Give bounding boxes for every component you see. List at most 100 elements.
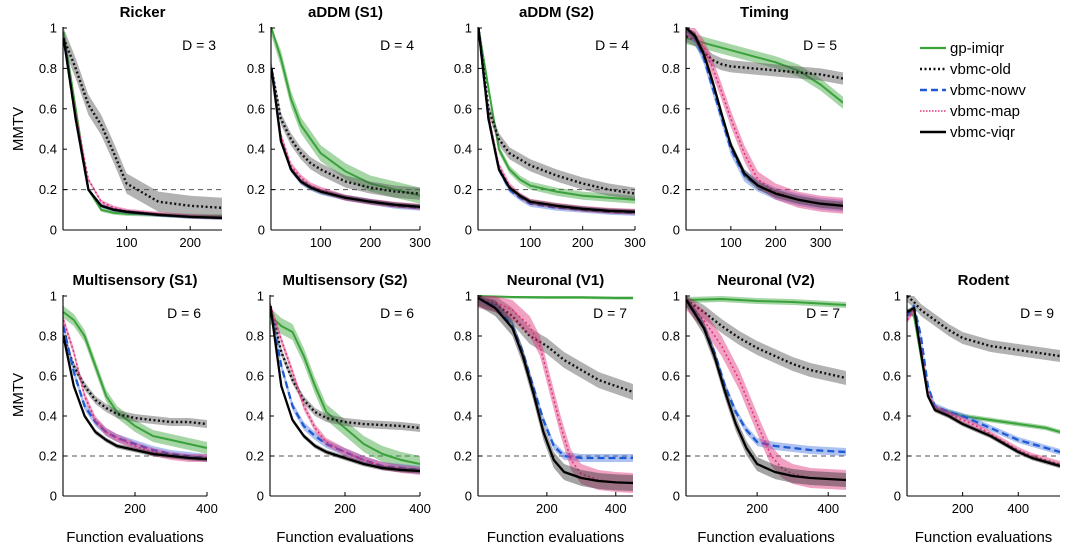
- chart-panel: Neuronal (V2) D = 7 0 0.2 0.4 0.6 0.8 1 200 400 Fu…: [662, 272, 846, 546]
- legend-label-vbmc-nowv: vbmc-nowv: [950, 82, 1026, 99]
- y-tick-label: 0.4: [39, 409, 57, 424]
- y-tick-label: 0: [50, 489, 57, 504]
- y-tick-label: 0.4: [454, 409, 472, 424]
- y-tick-label: 0: [465, 489, 472, 504]
- y-tick-label: 0.6: [246, 369, 264, 384]
- y-tick-label: 0.2: [454, 182, 472, 197]
- band-gp-imiqr: [686, 32, 843, 109]
- band-vbmc-map: [686, 28, 843, 214]
- dimension-label: D = 6: [167, 305, 201, 321]
- y-tick-label: 0.4: [454, 142, 472, 157]
- x-tick-label: 400: [605, 501, 627, 516]
- y-tick-label: 0.8: [662, 329, 680, 344]
- y-tick-label: 1: [673, 21, 680, 36]
- series-group: [63, 28, 222, 220]
- y-tick-label: 0.6: [39, 369, 57, 384]
- series-line-vbmc-old: [478, 296, 633, 394]
- series-group: [907, 295, 1060, 469]
- y-tick-label: 0.6: [39, 101, 57, 116]
- y-tick-label: 1: [50, 21, 57, 36]
- series-line-vbmc-nowv: [478, 296, 633, 460]
- x-tick-label: 200: [179, 235, 201, 250]
- panel-title: Neuronal (V2): [717, 272, 815, 289]
- band-vbmc-old: [907, 296, 1060, 362]
- chart-panel: Multisensory (S1) D = 6 0 0.2 0.4 0.6 0.8 1 200 4…: [39, 272, 218, 546]
- x-tick-label: 200: [124, 501, 146, 516]
- band-vbmc-old: [686, 296, 846, 385]
- legend-entry-vbmc-nowv: vbmc-nowv: [920, 82, 1026, 99]
- x-tick-label: 200: [952, 501, 974, 516]
- chart-panel: Rodent D = 9 0 0.2 0.4 0.6 0.8 1 200 400 Function …: [883, 272, 1060, 546]
- y-tick-label: 0.2: [39, 182, 57, 197]
- y-tick-label: 0.8: [39, 61, 57, 76]
- ylabel-row2: MMTV: [10, 373, 27, 417]
- y-tick-label: 0.4: [246, 409, 264, 424]
- y-tick-label: 0: [673, 223, 680, 238]
- y-tick-label: 0.8: [662, 61, 680, 76]
- series-line-vbmc-viqr: [686, 27, 843, 207]
- x-axis-label: Function evaluations: [66, 529, 204, 546]
- series-line-gp-imiqr: [63, 311, 207, 449]
- dimension-label: D = 7: [806, 305, 840, 321]
- dimension-label: D = 7: [593, 305, 627, 321]
- ylabel-row1: MMTV: [10, 107, 27, 151]
- series-line-vbmc-viqr: [686, 299, 846, 482]
- panel-title: Rodent: [958, 272, 1010, 289]
- y-tick-label: 1: [50, 289, 57, 304]
- band-vbmc-old: [270, 302, 420, 432]
- series-line-vbmc-viqr: [63, 37, 222, 220]
- series-line-vbmc-map: [686, 27, 843, 207]
- x-axis-label: Function evaluations: [915, 529, 1053, 546]
- y-tick-label: 1: [257, 289, 264, 304]
- chart-panel: aDDM (S2)D = 4 0 0.2 0.4 0.6 0.8 1 100 200 300: [454, 4, 646, 250]
- y-tick-label: 0.8: [454, 329, 472, 344]
- x-tick-label: 200: [746, 501, 768, 516]
- dimension-label: D = 6: [380, 305, 414, 321]
- series-line-gp-imiqr: [907, 309, 1060, 433]
- x-tick-label: 300: [409, 235, 431, 250]
- x-tick-label: 200: [572, 235, 594, 250]
- series-line-vbmc-viqr: [270, 305, 420, 473]
- y-tick-label: 0.2: [883, 449, 901, 464]
- series-line-vbmc-old: [686, 299, 846, 380]
- series-group: [478, 295, 633, 493]
- series-line-vbmc-old: [63, 335, 207, 426]
- y-tick-label: 0.4: [662, 142, 680, 157]
- series-line-gp-imiqr: [478, 295, 633, 299]
- y-tick-label: 0.2: [247, 182, 265, 197]
- y-tick-label: 1: [465, 21, 472, 36]
- y-tick-label: 0: [465, 223, 472, 238]
- band-vbmc-nowv: [270, 302, 420, 474]
- series-line-vbmc-viqr: [271, 68, 420, 208]
- chart-panel: Multisensory (S2) D = 6 0 0.2 0.4 0.6 0.8 1 200 4…: [246, 272, 431, 546]
- y-tick-label: 0: [673, 489, 680, 504]
- band-gp-imiqr: [270, 308, 420, 472]
- y-tick-label: 0.6: [662, 101, 680, 116]
- y-tick-label: 0: [257, 489, 264, 504]
- band-gp-imiqr: [63, 306, 207, 454]
- x-axis-label: Function evaluations: [276, 529, 414, 546]
- legend-entry-vbmc-map: vbmc-map: [920, 103, 1020, 120]
- band-vbmc-old: [63, 28, 222, 218]
- x-tick-label: 300: [624, 235, 646, 250]
- panel-title: Timing: [740, 4, 789, 21]
- panel-title: aDDM (S1): [308, 4, 383, 21]
- dimension-label: D = 9: [1020, 305, 1054, 321]
- y-tick-label: 0.6: [454, 101, 472, 116]
- series-line-gp-imiqr: [270, 315, 420, 465]
- y-tick-label: 0.2: [454, 449, 472, 464]
- y-tick-label: 1: [465, 289, 472, 304]
- panel-title: Multisensory (S1): [72, 272, 197, 289]
- y-tick-label: 0: [258, 223, 265, 238]
- y-tick-label: 0.8: [246, 329, 264, 344]
- dimension-label: D = 3: [182, 37, 216, 53]
- x-tick-label: 400: [1007, 501, 1029, 516]
- y-tick-label: 0.8: [883, 329, 901, 344]
- series-line-gp-imiqr: [478, 27, 635, 201]
- y-tick-label: 0.2: [246, 449, 264, 464]
- y-tick-label: 0.6: [247, 101, 265, 116]
- y-tick-label: 0.2: [662, 182, 680, 197]
- series-group: [63, 306, 207, 462]
- series-line-vbmc-nowv: [63, 325, 207, 460]
